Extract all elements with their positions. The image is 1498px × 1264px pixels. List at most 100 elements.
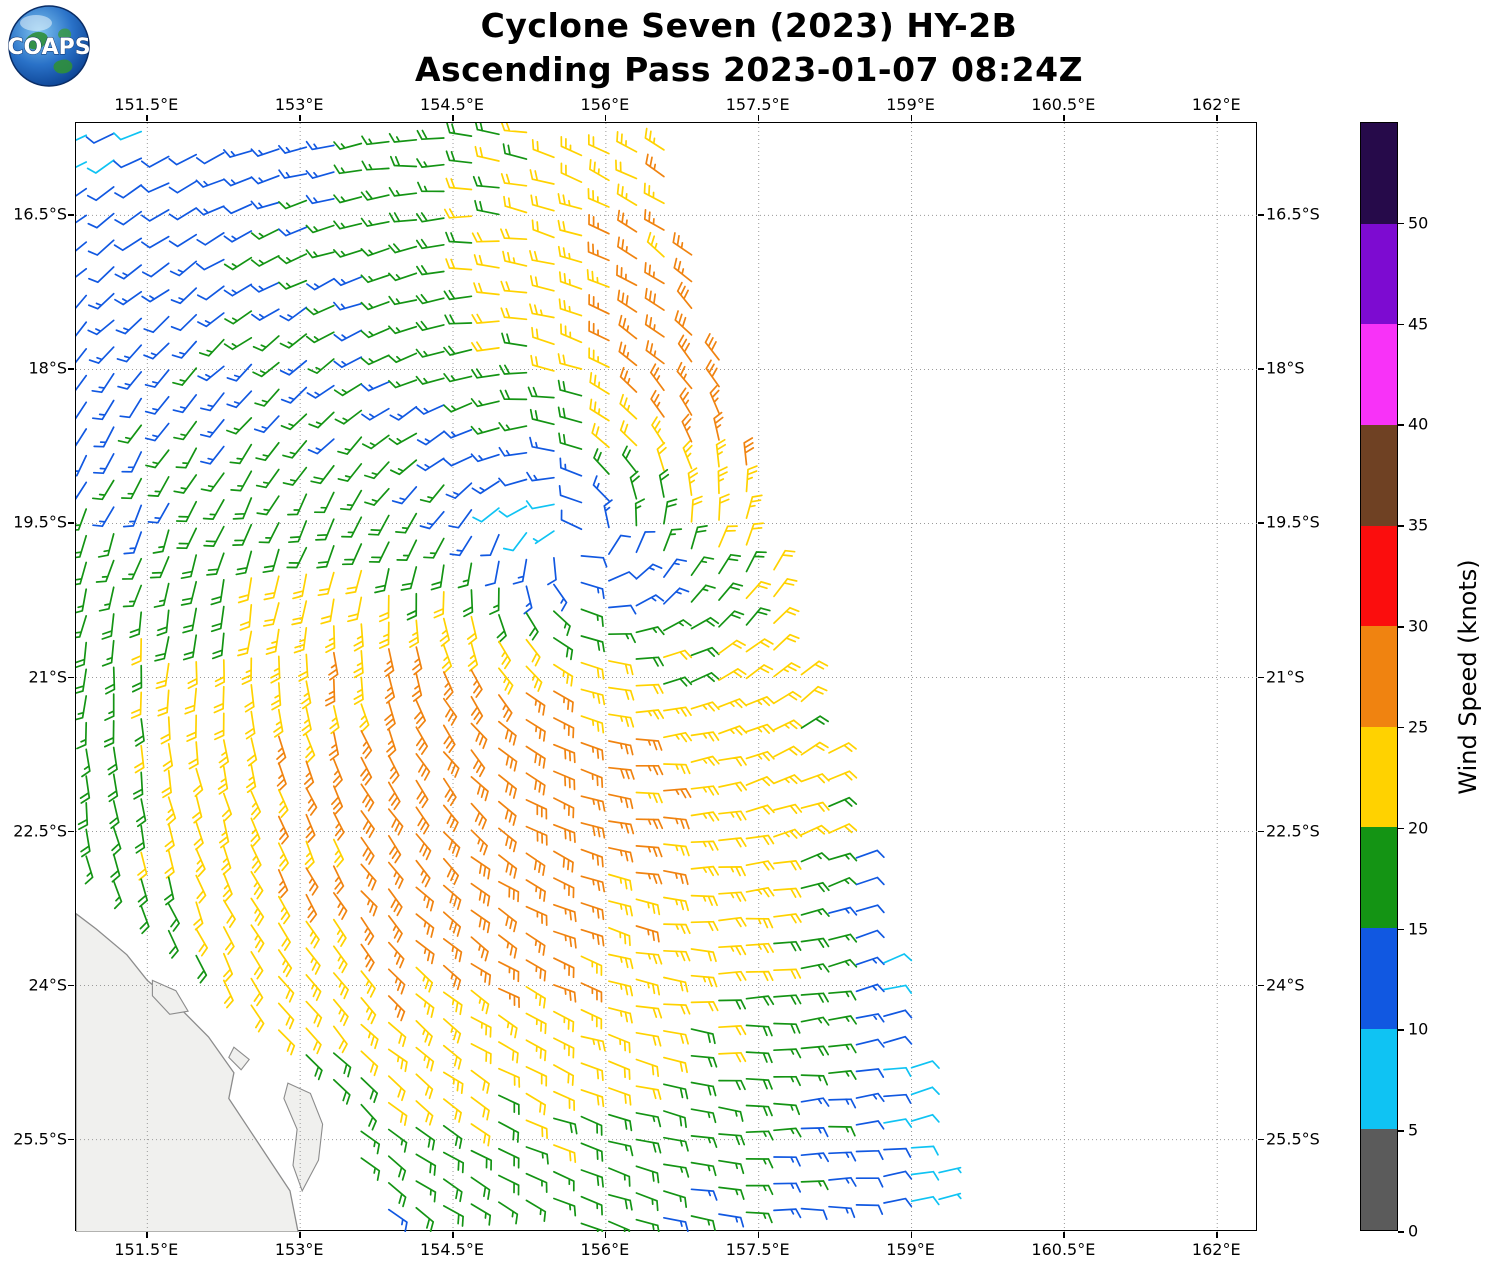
wind-barb: [677, 334, 693, 363]
wind-barb: [91, 399, 115, 421]
wind-barb: [443, 208, 473, 219]
wind-barb: [553, 743, 576, 764]
wind-barb: [560, 323, 583, 344]
wind-barb: [279, 306, 308, 322]
wind-barb: [828, 958, 858, 968]
wind-barb: [250, 977, 264, 1007]
wind-barb: [635, 1218, 660, 1232]
wind-barb: [282, 440, 308, 459]
wind-barb: [619, 420, 638, 447]
wind-barb: [293, 626, 308, 654]
wind-barb: [332, 972, 349, 1000]
wind-barb: [245, 710, 256, 740]
wind-barb: [745, 995, 775, 1006]
wind-barb: [498, 694, 513, 722]
wind-barb: [634, 498, 645, 527]
wind-barb: [360, 274, 390, 284]
wind-barb: [443, 289, 473, 301]
x-tick-label-bottom: 159°E: [886, 1240, 935, 1259]
wind-barb: [500, 123, 528, 134]
wind-barb: [332, 1025, 348, 1054]
wind-barb: [553, 957, 575, 979]
wind-barb: [360, 890, 378, 917]
wind-barb: [560, 135, 583, 157]
wind-barb: [199, 418, 225, 438]
wind-barb: [745, 1051, 773, 1064]
wind-barb: [306, 278, 335, 291]
wind-barb: [498, 800, 517, 826]
wind-barb: [498, 774, 517, 799]
wind-barb: [360, 381, 390, 392]
wind-barb: [690, 556, 715, 577]
wind-barb: [502, 250, 528, 267]
wind-barb: [558, 298, 583, 317]
y-tick-mark: [1258, 984, 1264, 987]
wind-barb: [360, 730, 373, 759]
wind-barb: [301, 707, 312, 737]
wind-barb: [360, 810, 375, 839]
wind-barb: [883, 1197, 913, 1208]
wind-barb: [328, 651, 339, 681]
wind-barb: [525, 772, 546, 796]
wind-barb: [277, 815, 289, 845]
wind-barb: [883, 1118, 913, 1128]
wind-barb: [457, 562, 473, 589]
wind-barb: [608, 1033, 631, 1054]
wind-barb: [387, 1101, 408, 1126]
wind-barb: [445, 177, 473, 191]
y-tick-mark: [1258, 1138, 1264, 1141]
y-tick-label-left: 19.5°S: [13, 512, 67, 532]
wind-barb: [745, 1104, 773, 1117]
wind-barb: [467, 642, 479, 672]
wind-barb: [144, 395, 170, 415]
wind-barb: [828, 742, 857, 754]
wind-barb: [470, 1203, 492, 1226]
wind-barb: [580, 1142, 604, 1162]
x-tick-mark: [757, 1232, 760, 1238]
wind-barb: [587, 241, 610, 262]
wind-barb: [718, 945, 747, 956]
wind-barb: [800, 1152, 830, 1163]
colorbar-tick-mark: [1398, 726, 1404, 729]
wind-barb: [79, 775, 91, 804]
wind-barb: [85, 132, 115, 144]
wind-barb: [305, 733, 316, 763]
wind-barb: [171, 340, 198, 359]
wind-barb: [635, 1192, 659, 1212]
wind-barb: [286, 546, 308, 569]
wind-barb: [415, 1100, 434, 1126]
wind-barb: [442, 697, 458, 726]
wind-barb: [580, 1008, 603, 1030]
wind-barb: [690, 755, 720, 766]
wind-barb: [156, 609, 170, 637]
wind-barb: [588, 293, 610, 315]
wind-barb: [580, 768, 604, 789]
wind-barb: [332, 811, 345, 841]
wind-barb: [553, 610, 571, 637]
wind-barb: [690, 495, 703, 523]
wind-barb: [663, 843, 690, 857]
chart-subtitle: Ascending Pass 2023-01-07 08:24Z: [414, 50, 1084, 89]
wind-barb: [345, 569, 363, 595]
wind-barb: [76, 374, 88, 392]
wind-barb: [333, 249, 363, 258]
wind-barb: [222, 926, 235, 955]
wind-barb: [553, 637, 574, 661]
wind-barb: [553, 663, 574, 687]
wind-barb: [560, 162, 583, 183]
wind-barb: [223, 176, 253, 187]
wind-barb: [387, 834, 402, 864]
wind-barb: [855, 956, 885, 966]
wind-barb: [87, 292, 115, 310]
colorbar-tick-mark: [1398, 222, 1404, 225]
wind-barb: [690, 701, 720, 712]
wind-barb: [690, 672, 720, 683]
colorbar-segment: [1361, 123, 1397, 224]
wind-barb: [442, 1124, 463, 1150]
wind-barb: [360, 943, 375, 972]
wind-barb: [396, 539, 418, 561]
wind-barb: [120, 477, 143, 500]
wind-barb: [608, 766, 635, 780]
wind-barb: [200, 472, 225, 492]
wind-barb: [480, 533, 500, 557]
